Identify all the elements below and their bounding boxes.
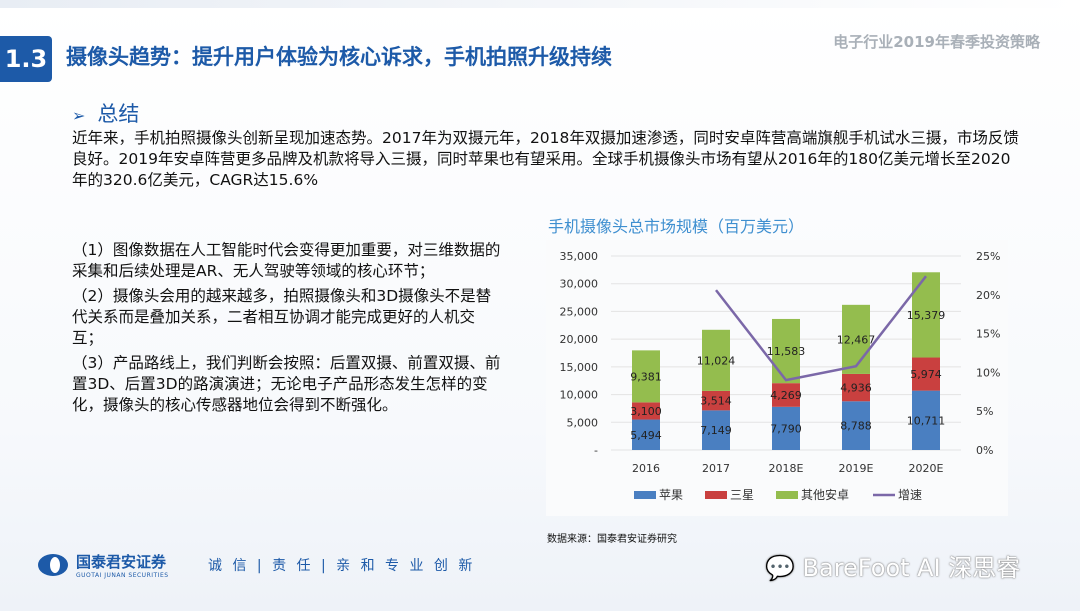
intro-text: 近年来，手机拍照摄像头创新呈现加速态势。2017年为双摄元年，2018年双摄加速… <box>72 129 1019 189</box>
x-tick-label: 2019E <box>839 462 874 475</box>
top-bar <box>0 0 1080 8</box>
page-title: 摄像头趋势：提升用户体验为核心诉求，手机拍照升级持续 <box>66 45 612 69</box>
y2-tick-label: 20% <box>976 289 1000 302</box>
y-tick-label: 15,000 <box>560 361 599 374</box>
summary-heading: ➢ 总结 <box>72 98 139 128</box>
chart-title: 手机摄像头总市场规模（百万美元） <box>548 217 805 236</box>
company-logo: 国泰君安证券 GUOTAI JUNAN SECURITIES <box>38 551 169 579</box>
point: （2）摄像头会用的越来越多，拍照摄像头和3D摄像头不是替代关系而是叠加关系，二者… <box>72 287 492 347</box>
y2-tick-label: 15% <box>976 328 1000 341</box>
motto: 诚 信 | 责 任 | 亲 和 专 业 创 新 <box>208 558 476 574</box>
watermark: 💬 BareFoot AI 深思睿 <box>765 548 1020 583</box>
wechat-icon: 💬 <box>765 554 795 582</box>
legend-label: 其他安卓 <box>801 487 849 502</box>
bar-segment <box>772 406 800 450</box>
company-name: 国泰君安证券 <box>76 553 167 571</box>
bar-segment <box>702 410 730 450</box>
legend-swatch <box>634 491 656 499</box>
data-label: 11,024 <box>697 354 736 367</box>
bar-segment <box>632 419 660 450</box>
y2-tick-label: 0% <box>976 444 993 457</box>
data-label: 7,149 <box>700 424 732 437</box>
report-name: 电子行业2019年春季投资策略 <box>833 33 1040 51</box>
y-tick-label: 20,000 <box>560 333 599 346</box>
legend-label: 三星 <box>730 488 754 502</box>
data-label: 3,100 <box>630 405 662 418</box>
growth-line <box>715 275 927 382</box>
y2-tick-label: 5% <box>976 405 993 418</box>
chart-container: - 5,000 10,000 15,000 20,000 25,000 30,000 35,0… <box>546 240 1008 516</box>
legend-swatch <box>776 491 798 499</box>
section-number: 1.3 <box>0 36 52 82</box>
legend-swatch <box>705 491 727 499</box>
data-label: 5,494 <box>630 429 662 442</box>
data-label: 3,514 <box>700 395 732 408</box>
y-tick-label: 10,000 <box>560 389 599 402</box>
market-size-chart: - 5,000 10,000 15,000 20,000 25,000 30,000 35,0… <box>560 250 1001 502</box>
bar-segment <box>842 304 870 374</box>
y-tick-label: 30,000 <box>560 278 599 291</box>
logo-icon <box>38 554 68 576</box>
data-label: 12,467 <box>837 333 876 346</box>
y-tick-label: - <box>594 444 598 457</box>
y-tick-label: 25,000 <box>560 305 599 318</box>
bar-segment <box>632 402 660 420</box>
x-tick-label: 2020E <box>909 462 944 475</box>
bar-segment <box>912 390 940 450</box>
legend-label: 增速 <box>898 488 922 502</box>
data-label: 7,790 <box>770 422 802 435</box>
watermark-text: BareFoot AI 深思睿 <box>802 554 1021 582</box>
data-label: 15,379 <box>907 309 946 322</box>
data-label: 4,269 <box>770 389 802 402</box>
point: （1）图像数据在人工智能时代会变得更加重要，对三维数据的采集和后续处理是AR、无… <box>72 241 501 280</box>
data-label: 11,583 <box>767 345 806 358</box>
summary-heading-text: 总结 <box>97 102 140 126</box>
x-tick-label: 2017 <box>702 462 730 475</box>
chevron-right-icon: ➢ <box>72 106 86 125</box>
data-label: 10,711 <box>907 414 946 427</box>
point: （3）产品路线上，我们判断会按照：后置双摄、前置双摄、前置3D、后置3D的路演演… <box>72 354 501 414</box>
bar-segment <box>772 318 800 384</box>
bar-segment <box>702 329 730 391</box>
bar-segment <box>912 357 940 391</box>
legend-label: 苹果 <box>659 488 683 502</box>
y-tick-label: 35,000 <box>560 250 599 263</box>
data-source: 数据来源：国泰君安证券研究 <box>547 534 677 545</box>
x-tick-label: 2018E <box>769 462 804 475</box>
data-label: 9,381 <box>630 370 662 383</box>
data-label: 4,936 <box>840 382 872 395</box>
y2-tick-label: 25% <box>976 250 1000 263</box>
x-tick-label: 2016 <box>632 462 660 475</box>
bar-segment <box>702 390 730 411</box>
bar-segment <box>842 373 870 402</box>
data-label: 8,788 <box>840 420 872 433</box>
points-list: （1）图像数据在人工智能时代会变得更加重要，对三维数据的采集和后续处理是AR、无… <box>72 240 502 420</box>
bar-segment <box>632 350 660 403</box>
bar-segment <box>842 401 870 450</box>
data-label: 5,974 <box>910 368 942 381</box>
y-tick-label: 5,000 <box>567 416 599 429</box>
bar-segment <box>772 383 800 407</box>
y2-tick-label: 10% <box>976 366 1000 379</box>
company-name-en: GUOTAI JUNAN SECURITIES <box>76 572 169 579</box>
